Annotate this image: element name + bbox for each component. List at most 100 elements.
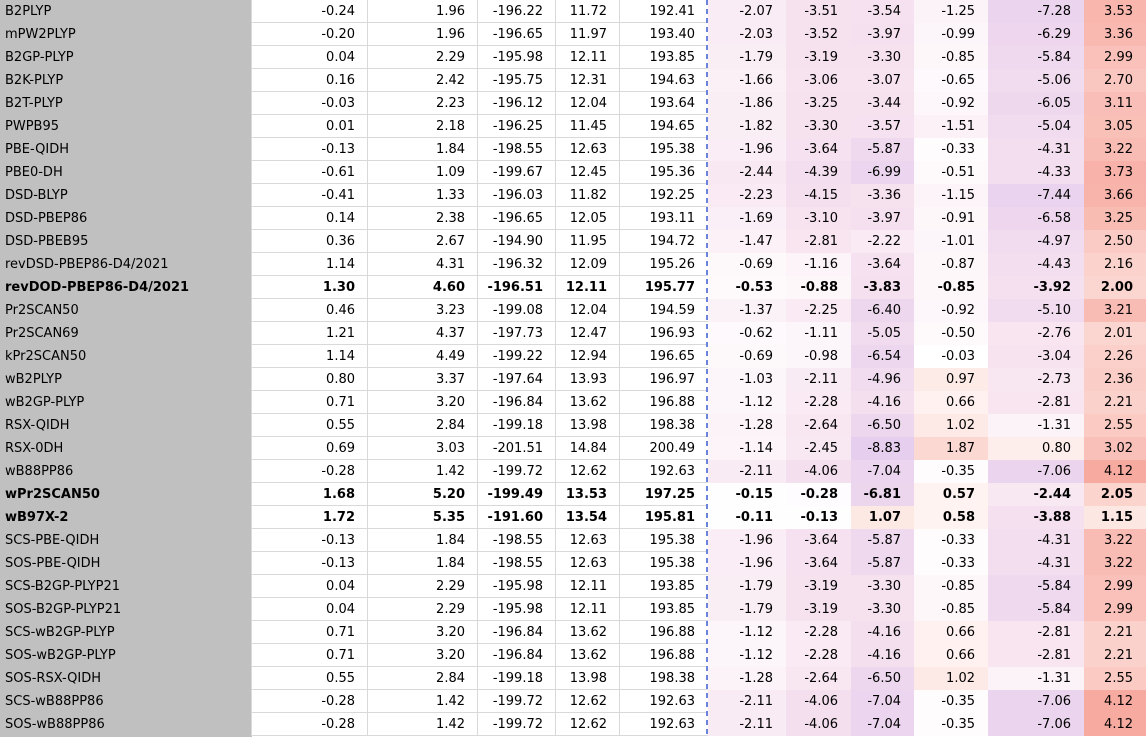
value-cell[interactable]: -1.51: [914, 115, 988, 138]
method-name-cell[interactable]: DSD-BLYP: [0, 184, 252, 207]
method-name-cell[interactable]: wB2GP-PLYP: [0, 391, 252, 414]
method-name-cell[interactable]: SCS-B2GP-PLYP21: [0, 575, 252, 598]
value-cell[interactable]: 196.88: [620, 391, 708, 414]
value-cell[interactable]: -1.31: [988, 667, 1084, 690]
value-cell[interactable]: -0.62: [708, 322, 786, 345]
value-cell[interactable]: 2.26: [1084, 345, 1146, 368]
value-cell[interactable]: -1.16: [786, 253, 851, 276]
method-name-cell[interactable]: wB2PLYP: [0, 368, 252, 391]
method-name-cell[interactable]: B2PLYP: [0, 0, 252, 23]
value-cell[interactable]: -1.96: [708, 552, 786, 575]
value-cell[interactable]: -0.03: [252, 92, 368, 115]
value-cell[interactable]: 0.66: [914, 391, 988, 414]
value-cell[interactable]: -2.22: [851, 230, 914, 253]
value-cell[interactable]: 3.02: [1084, 437, 1146, 460]
value-cell[interactable]: 192.63: [620, 690, 708, 713]
value-cell[interactable]: 3.22: [1084, 529, 1146, 552]
value-cell[interactable]: -5.10: [988, 299, 1084, 322]
value-cell[interactable]: 4.37: [368, 322, 478, 345]
value-cell[interactable]: 195.36: [620, 161, 708, 184]
value-cell[interactable]: -196.84: [478, 644, 556, 667]
value-cell[interactable]: -1.96: [708, 529, 786, 552]
value-cell[interactable]: 2.55: [1084, 667, 1146, 690]
value-cell[interactable]: 4.12: [1084, 460, 1146, 483]
value-cell[interactable]: 2.18: [368, 115, 478, 138]
value-cell[interactable]: 2.21: [1084, 391, 1146, 414]
value-cell[interactable]: -6.99: [851, 161, 914, 184]
method-name-cell[interactable]: SOS-PBE-QIDH: [0, 552, 252, 575]
value-cell[interactable]: -0.35: [914, 690, 988, 713]
value-cell[interactable]: 13.62: [556, 621, 620, 644]
value-cell[interactable]: 1.84: [368, 138, 478, 161]
value-cell[interactable]: 12.62: [556, 713, 620, 736]
value-cell[interactable]: -199.72: [478, 690, 556, 713]
value-cell[interactable]: -6.40: [851, 299, 914, 322]
value-cell[interactable]: 2.84: [368, 414, 478, 437]
value-cell[interactable]: -1.79: [708, 575, 786, 598]
value-cell[interactable]: -1.69: [708, 207, 786, 230]
value-cell[interactable]: 1.02: [914, 667, 988, 690]
value-cell[interactable]: -0.35: [914, 460, 988, 483]
value-cell[interactable]: 2.29: [368, 575, 478, 598]
value-cell[interactable]: -199.08: [478, 299, 556, 322]
method-name-cell[interactable]: SCS-wB2GP-PLYP: [0, 621, 252, 644]
value-cell[interactable]: 2.21: [1084, 644, 1146, 667]
value-cell[interactable]: 11.95: [556, 230, 620, 253]
value-cell[interactable]: 12.62: [556, 460, 620, 483]
value-cell[interactable]: 0.46: [252, 299, 368, 322]
value-cell[interactable]: -5.84: [988, 575, 1084, 598]
value-cell[interactable]: -3.51: [786, 0, 851, 23]
value-cell[interactable]: 2.42: [368, 69, 478, 92]
value-cell[interactable]: -2.25: [786, 299, 851, 322]
value-cell[interactable]: -0.85: [914, 46, 988, 69]
value-cell[interactable]: 198.38: [620, 667, 708, 690]
value-cell[interactable]: 13.62: [556, 644, 620, 667]
value-cell[interactable]: 13.53: [556, 483, 620, 506]
value-cell[interactable]: -4.15: [786, 184, 851, 207]
method-name-cell[interactable]: SOS-B2GP-PLYP21: [0, 598, 252, 621]
value-cell[interactable]: -1.82: [708, 115, 786, 138]
value-cell[interactable]: -4.97: [988, 230, 1084, 253]
value-cell[interactable]: -0.35: [914, 713, 988, 736]
value-cell[interactable]: 13.98: [556, 414, 620, 437]
value-cell[interactable]: -0.15: [708, 483, 786, 506]
value-cell[interactable]: -3.36: [851, 184, 914, 207]
value-cell[interactable]: 12.45: [556, 161, 620, 184]
value-cell[interactable]: 2.05: [1084, 483, 1146, 506]
method-name-cell[interactable]: PBE0-DH: [0, 161, 252, 184]
value-cell[interactable]: -1.86: [708, 92, 786, 115]
value-cell[interactable]: -0.28: [786, 483, 851, 506]
value-cell[interactable]: 2.23: [368, 92, 478, 115]
value-cell[interactable]: 3.05: [1084, 115, 1146, 138]
value-cell[interactable]: 0.97: [914, 368, 988, 391]
value-cell[interactable]: 2.99: [1084, 575, 1146, 598]
value-cell[interactable]: 12.09: [556, 253, 620, 276]
method-name-cell[interactable]: SOS-wB88PP86: [0, 713, 252, 736]
value-cell[interactable]: 5.35: [368, 506, 478, 529]
value-cell[interactable]: -196.65: [478, 23, 556, 46]
value-cell[interactable]: -0.11: [708, 506, 786, 529]
value-cell[interactable]: -7.04: [851, 713, 914, 736]
value-cell[interactable]: 193.11: [620, 207, 708, 230]
value-cell[interactable]: 196.93: [620, 322, 708, 345]
method-name-cell[interactable]: wB97X-2: [0, 506, 252, 529]
value-cell[interactable]: -0.65: [914, 69, 988, 92]
value-cell[interactable]: 3.11: [1084, 92, 1146, 115]
value-cell[interactable]: -0.85: [914, 598, 988, 621]
value-cell[interactable]: -195.98: [478, 46, 556, 69]
value-cell[interactable]: 11.45: [556, 115, 620, 138]
method-name-cell[interactable]: SOS-wB2GP-PLYP: [0, 644, 252, 667]
value-cell[interactable]: 3.53: [1084, 0, 1146, 23]
method-name-cell[interactable]: B2T-PLYP: [0, 92, 252, 115]
method-name-cell[interactable]: Pr2SCAN50: [0, 299, 252, 322]
method-name-cell[interactable]: SOS-RSX-QIDH: [0, 667, 252, 690]
value-cell[interactable]: -3.44: [851, 92, 914, 115]
value-cell[interactable]: -0.13: [252, 138, 368, 161]
method-name-cell[interactable]: SCS-PBE-QIDH: [0, 529, 252, 552]
value-cell[interactable]: -0.85: [914, 575, 988, 598]
value-cell[interactable]: 192.63: [620, 460, 708, 483]
value-cell[interactable]: -3.54: [851, 0, 914, 23]
value-cell[interactable]: 0.04: [252, 575, 368, 598]
value-cell[interactable]: -1.25: [914, 0, 988, 23]
value-cell[interactable]: 2.38: [368, 207, 478, 230]
